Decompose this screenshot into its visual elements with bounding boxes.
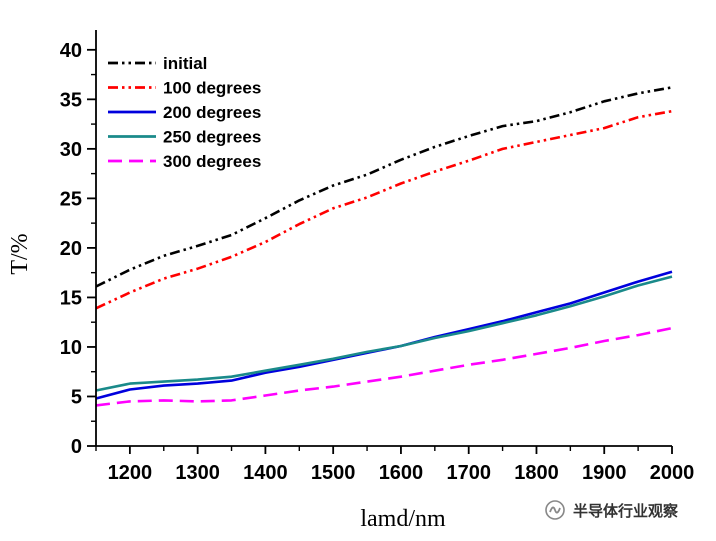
legend-label: 300 degrees: [163, 152, 261, 171]
series-line-initial: [95, 86, 673, 288]
series-line-100-degrees: [95, 109, 673, 310]
y-tick-label: 15: [60, 287, 82, 309]
x-tick-label: 2000: [650, 462, 695, 484]
y-tick-label: 10: [60, 337, 82, 359]
wechat-channel-icon: [545, 500, 565, 520]
y-tick-label: 20: [60, 238, 82, 260]
y-tick-label: 0: [71, 436, 82, 458]
legend-label: initial: [163, 54, 207, 73]
watermark-text: 半导体行业观察: [573, 502, 679, 520]
x-tick-label: 1500: [311, 462, 356, 484]
watermark: 半导体行业观察: [545, 500, 679, 520]
legend: initial 100 degrees 200 degrees 250 degrees…: [108, 54, 261, 171]
axes: 0 5 10 15 20 25 30 35 40 1200 1300 1400 1500 1600 1700…: [60, 30, 695, 484]
legend-label: 100 degrees: [163, 79, 261, 98]
x-tick-label: 1800: [514, 462, 559, 484]
legend-label: 250 degrees: [163, 128, 261, 147]
y-tick-label: 25: [60, 188, 82, 210]
series-line-250-degrees: [95, 275, 673, 392]
y-tick-label: 40: [60, 40, 82, 62]
y-tick-label: 5: [71, 386, 82, 408]
x-tick-label: 1400: [243, 462, 288, 484]
plot-area: [95, 86, 673, 407]
y-tick-label: 35: [60, 89, 82, 111]
x-tick-label: 1600: [379, 462, 424, 484]
x-axis-title: lamd/nm: [360, 506, 446, 532]
legend-label: 200 degrees: [163, 103, 261, 122]
x-tick-label: 1200: [108, 462, 153, 484]
series-line-300-degrees: [95, 326, 673, 407]
x-tick-label: 1700: [446, 462, 491, 484]
y-axis-title: T/%: [7, 233, 33, 274]
x-tick-label: 1300: [175, 462, 220, 484]
y-tick-label: 30: [60, 139, 82, 161]
x-tick-label: 1900: [582, 462, 627, 484]
